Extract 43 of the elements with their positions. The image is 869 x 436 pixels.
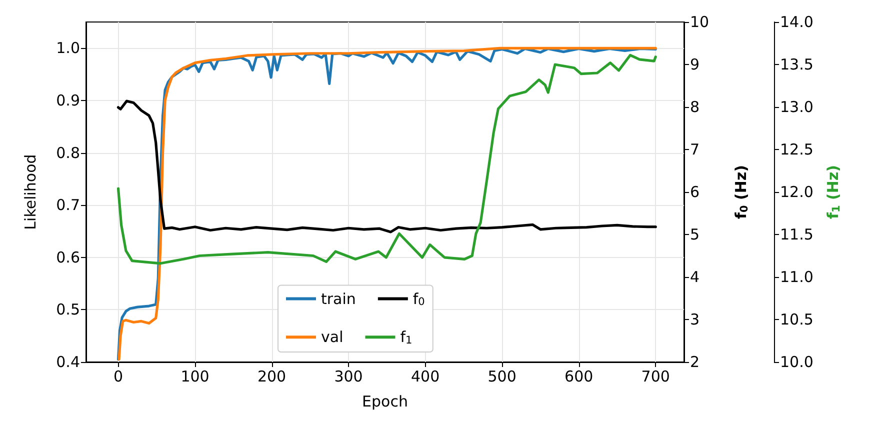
y-tick-label: 0.6 xyxy=(56,248,80,266)
y3-axis-title: f1 (Hz) xyxy=(824,164,842,220)
y-tick-label: 1.0 xyxy=(56,39,80,58)
y-tick-label: 0.9 xyxy=(56,91,80,110)
y2-tick-label: 6 xyxy=(690,183,700,201)
legend-label: f0 xyxy=(412,290,425,308)
y-tick-label: 0.8 xyxy=(56,144,80,162)
y2-tick-label: 3 xyxy=(690,310,700,328)
x-tick-label: 200 xyxy=(257,368,286,386)
y2-tick-label: 8 xyxy=(690,98,700,116)
legend-label: val xyxy=(321,328,344,346)
y3-tick-label: 11.0 xyxy=(780,268,814,286)
y2-tick-label: 10 xyxy=(690,13,710,31)
y3-tick-label: 13.0 xyxy=(780,98,814,116)
y2-tick-label: 2 xyxy=(690,353,700,371)
y2-tick-label: 4 xyxy=(690,268,700,286)
x-tick-label: 0 xyxy=(113,368,124,386)
x-tick-label: 300 xyxy=(334,368,363,386)
x-tick-label: 100 xyxy=(180,368,210,386)
y2-axis-title: f0 (Hz) xyxy=(732,164,750,220)
y2-tick-label: 5 xyxy=(690,226,700,244)
x-tick-label: 700 xyxy=(641,368,670,386)
x-tick-label: 400 xyxy=(410,368,440,386)
legend-label: train xyxy=(321,290,356,308)
y-tick-label: 0.5 xyxy=(56,300,80,319)
y3-tick-label: 12.5 xyxy=(780,140,814,158)
y3-tick-label: 10.5 xyxy=(780,310,814,328)
x-tick-label: 600 xyxy=(564,368,594,386)
y2-tick-label: 7 xyxy=(690,140,700,158)
y3-tick-label: 11.5 xyxy=(780,226,814,244)
y3-tick-label: 14.0 xyxy=(780,13,814,31)
line-series xyxy=(116,100,657,234)
y2-tick-label: 9 xyxy=(690,56,700,74)
y3-tick-label: 10.0 xyxy=(780,353,814,371)
y-tick-label: 0.4 xyxy=(56,353,80,371)
x-axis-title: Epoch xyxy=(362,392,408,410)
y-tick-label: 0.7 xyxy=(56,196,80,214)
y3-tick-label: 12.0 xyxy=(780,183,814,201)
line-series xyxy=(116,54,657,265)
x-tick-label: 500 xyxy=(488,368,516,386)
legend-label: f1 xyxy=(400,328,412,346)
y3-tick-label: 13.5 xyxy=(780,56,814,74)
y-axis-title: Likelihood xyxy=(22,154,40,230)
